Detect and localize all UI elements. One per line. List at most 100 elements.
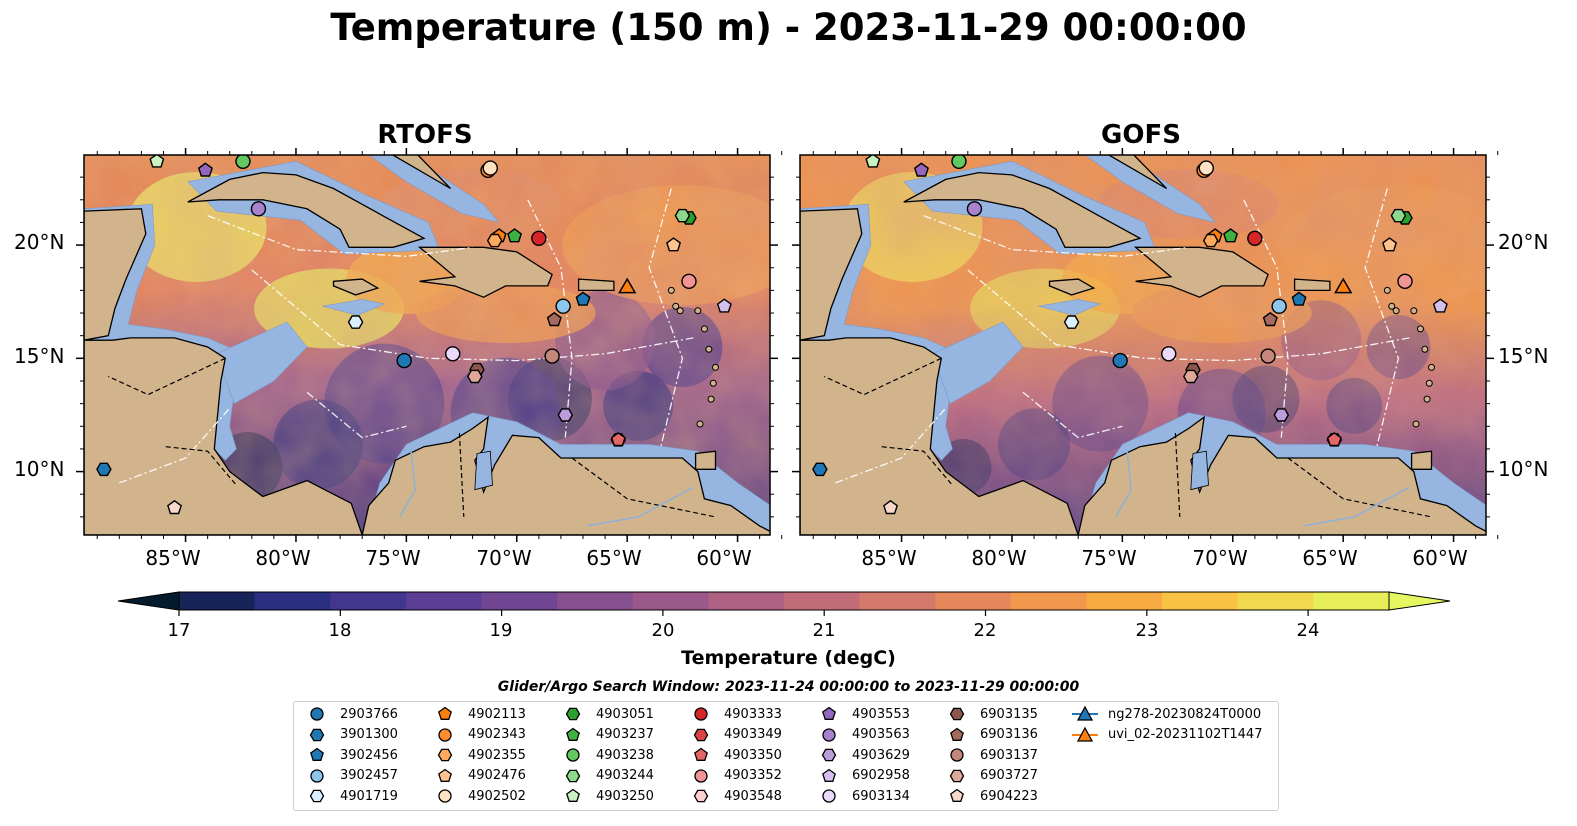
map-marker-gofs-4903238 [951, 155, 967, 169]
legend-marker-6903727 [949, 769, 965, 783]
map-marker-gofs-6903136 [1262, 311, 1278, 327]
legend-marker-4903350 [694, 747, 708, 762]
lon-label-85w-right: 85°W [861, 546, 917, 570]
map-marker-rtofs-6903137 [544, 348, 560, 364]
legend-marker-4903352 [694, 769, 708, 783]
legend-item-4902502: 4902502 [432, 786, 526, 806]
map-marker-rtofs-uvi_02-20231102t1447 [618, 277, 637, 294]
map-marker-rtofs-3902457 [555, 298, 571, 314]
legend-marker-6903134 [822, 789, 836, 804]
legend: 2903766 3901300 3902456 3902457 4901719 49021… [293, 701, 1279, 811]
legend-marker-4902355 [437, 748, 453, 762]
legend-marker-4902476 [438, 768, 452, 782]
map-marker-rtofs-4903244 [674, 208, 691, 223]
map-marker-rtofs-4903237 [507, 228, 523, 243]
legend-label: 4903563 [852, 727, 910, 743]
legend-label: 4903349 [724, 727, 782, 743]
legend-marker-4902502 [438, 789, 452, 804]
map-marker-gofs-4901719 [1063, 315, 1080, 329]
legend-label: 3902457 [340, 768, 398, 784]
legend-marker-uvi_02-20231102t1447 [1072, 726, 1098, 742]
lon-label-60w-right: 60°W [1412, 546, 1468, 570]
lat-label-20n-left: 20°N [14, 230, 65, 254]
legend-item-4903548: 4903548 [688, 786, 782, 806]
legend-label: 6903134 [852, 788, 910, 804]
legend-marker-4903553 [822, 706, 836, 720]
legend-marker-6903136 [950, 727, 964, 741]
map-marker-gofs-6904223 [883, 499, 899, 515]
map-marker-gofs-6903134 [1161, 346, 1177, 362]
map-marker-gofs-4903244 [1390, 208, 1407, 223]
map-marker-gofs-4903250 [865, 155, 881, 168]
map-marker-rtofs-4903238 [235, 155, 251, 169]
map-marker-gofs-3902457 [1271, 298, 1287, 314]
map-marker-gofs-4903237 [1223, 228, 1239, 243]
panel-title-gofs: GOFS [1101, 120, 1181, 150]
map-marker-rtofs-4903352 [681, 273, 697, 290]
map-marker-gofs-uvi_02-20231102t1447 [1334, 277, 1353, 294]
legend-item-4903051: 4903051 [560, 704, 654, 724]
legend-label: 4902355 [468, 747, 526, 763]
legend-item-4903629: 4903629 [816, 745, 910, 765]
legend-label: 4903352 [724, 768, 782, 784]
legend-marker-4903629 [821, 748, 837, 762]
map-marker-rtofs-4901719 [347, 315, 364, 329]
legend-item-6903137: 6903137 [944, 745, 1038, 765]
lon-label-70w-right: 70°W [1192, 546, 1248, 570]
map-marker-gofs-6903727 [1182, 369, 1199, 384]
lon-label-65w-left: 65°W [586, 546, 642, 570]
legend-label: 4903051 [596, 706, 654, 722]
colorbar-tick-23: 23 [1135, 620, 1159, 641]
colorbar-tick-24: 24 [1296, 620, 1320, 641]
map-marker-rtofs-6903134 [445, 346, 461, 362]
legend-label: 4902113 [468, 706, 526, 722]
figure-title: Temperature (150 m) - 2023-11-29 00:00:0… [330, 6, 1247, 49]
legend-item-4903352: 4903352 [688, 766, 782, 786]
legend-label: uvi_02-20231102T1447 [1108, 727, 1263, 743]
map-marker-rtofs-2903766 [396, 352, 412, 369]
legend-label: 4903333 [724, 706, 782, 722]
map-marker-gofs-3901300 [812, 462, 828, 477]
panel-title-rtofs: RTOFS [377, 120, 473, 150]
legend-marker-3902456 [310, 747, 324, 762]
legend-marker-4902343 [438, 727, 452, 742]
legend-item-4902113: 4902113 [432, 704, 526, 724]
legend-marker-6903137 [950, 748, 964, 762]
map-marker-rtofs-4903350 [610, 432, 626, 447]
legend-marker-4901719 [309, 790, 325, 803]
lat-label-15n-right: 15°N [1498, 344, 1549, 368]
legend-marker-6903135 [949, 707, 965, 721]
legend-item-4903250: 4903250 [560, 786, 654, 806]
legend-label: 4902502 [468, 788, 526, 804]
legend-marker-2903766 [310, 707, 324, 721]
colorbar [117, 591, 1451, 616]
legend-label: 4903244 [596, 768, 654, 784]
colorbar-tick-21: 21 [812, 620, 836, 641]
legend-item-6902958: 6902958 [816, 766, 910, 786]
colorbar-label: Temperature (degC) [681, 647, 896, 669]
legend-item-4902343: 4902343 [432, 725, 526, 745]
map-marker-gofs-4903352 [1397, 273, 1413, 290]
lat-label-10n-left: 10°N [14, 457, 65, 481]
legend-label: 4903350 [724, 747, 782, 763]
map-marker-rtofs-4903333 [531, 230, 547, 246]
legend-item-6903134: 6903134 [816, 786, 910, 806]
map-marker-gofs-4902476 [1382, 237, 1398, 252]
lat-label-10n-right: 10°N [1498, 457, 1549, 481]
lon-label-75w-left: 75°W [365, 546, 421, 570]
legend-item-4901719: 4901719 [304, 786, 398, 806]
legend-label: 6904223 [980, 788, 1038, 804]
legend-label: ng278-20230824T0000 [1108, 706, 1262, 722]
legend-marker-4903238 [566, 748, 580, 762]
legend-marker-4903333 [694, 707, 708, 721]
map-marker-gofs-4902502 [1198, 160, 1214, 176]
legend-label: 6903727 [980, 768, 1038, 784]
map-marker-gofs-2903766 [1112, 352, 1128, 369]
map-panel-gofs [800, 155, 1486, 535]
map-marker-gofs-4903333 [1247, 230, 1263, 246]
colorbar-tick-18: 18 [328, 620, 352, 641]
map-marker-rtofs-6903136 [546, 311, 562, 327]
legend-marker-3902457 [310, 769, 324, 783]
legend-label: 6902958 [852, 768, 910, 784]
legend-marker-4903349 [693, 728, 709, 741]
